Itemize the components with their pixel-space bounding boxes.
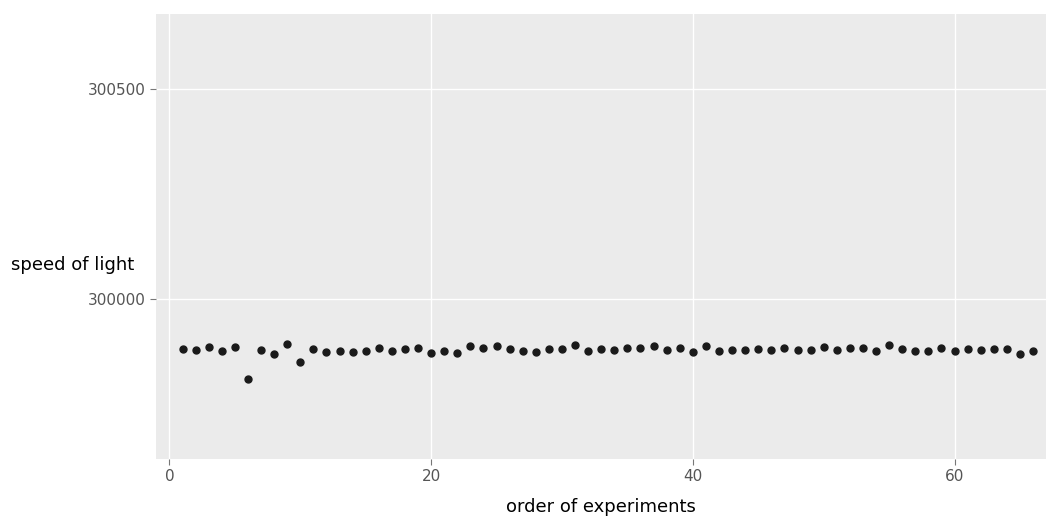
Point	[409, 344, 426, 352]
Point	[553, 344, 570, 353]
Point	[252, 346, 269, 354]
Point	[632, 343, 649, 352]
Point	[658, 346, 675, 355]
Point	[933, 343, 950, 352]
Point	[240, 375, 257, 384]
Point	[593, 345, 610, 354]
Point	[514, 346, 531, 355]
Point	[384, 347, 401, 356]
Point	[749, 345, 766, 354]
Point	[527, 348, 544, 357]
Point	[396, 344, 413, 353]
Point	[920, 346, 937, 355]
Point	[671, 344, 688, 352]
Point	[776, 344, 793, 352]
Point	[842, 343, 859, 352]
Point	[541, 345, 558, 354]
Point	[423, 349, 440, 357]
X-axis label: order of experiments: order of experiments	[507, 498, 696, 516]
Point	[475, 343, 492, 352]
Point	[697, 342, 714, 350]
Point	[763, 346, 780, 354]
Point	[488, 342, 505, 350]
Point	[227, 342, 244, 351]
Point	[305, 344, 322, 353]
Point	[266, 350, 283, 358]
Point	[881, 340, 898, 349]
Point	[580, 346, 597, 355]
Point	[462, 342, 479, 350]
Point	[318, 348, 335, 356]
Point	[357, 346, 374, 355]
Point	[1011, 350, 1028, 358]
Point	[188, 346, 205, 355]
Point	[370, 344, 387, 352]
Point	[606, 346, 623, 355]
Point	[619, 344, 636, 352]
Point	[344, 348, 361, 357]
Point	[213, 347, 230, 355]
Point	[815, 343, 832, 351]
Point	[959, 344, 976, 353]
Point	[906, 347, 923, 355]
Point	[174, 345, 191, 354]
Point	[737, 346, 754, 354]
Point	[646, 342, 662, 350]
Point	[828, 346, 845, 355]
Point	[200, 343, 217, 351]
Point	[999, 344, 1015, 353]
Point	[986, 345, 1003, 354]
Point	[292, 358, 308, 366]
Point	[436, 347, 453, 355]
Point	[331, 347, 348, 355]
Point	[854, 343, 871, 352]
Point	[279, 340, 296, 348]
Text: speed of light: speed of light	[11, 256, 134, 274]
Point	[946, 346, 962, 355]
Point	[448, 348, 465, 357]
Point	[724, 346, 741, 354]
Point	[789, 346, 806, 354]
Point	[894, 345, 911, 354]
Point	[1025, 347, 1042, 356]
Point	[802, 346, 819, 355]
Point	[867, 347, 884, 355]
Point	[501, 345, 518, 354]
Point	[567, 341, 584, 350]
Point	[685, 348, 702, 356]
Point	[710, 347, 727, 356]
Point	[972, 346, 989, 354]
